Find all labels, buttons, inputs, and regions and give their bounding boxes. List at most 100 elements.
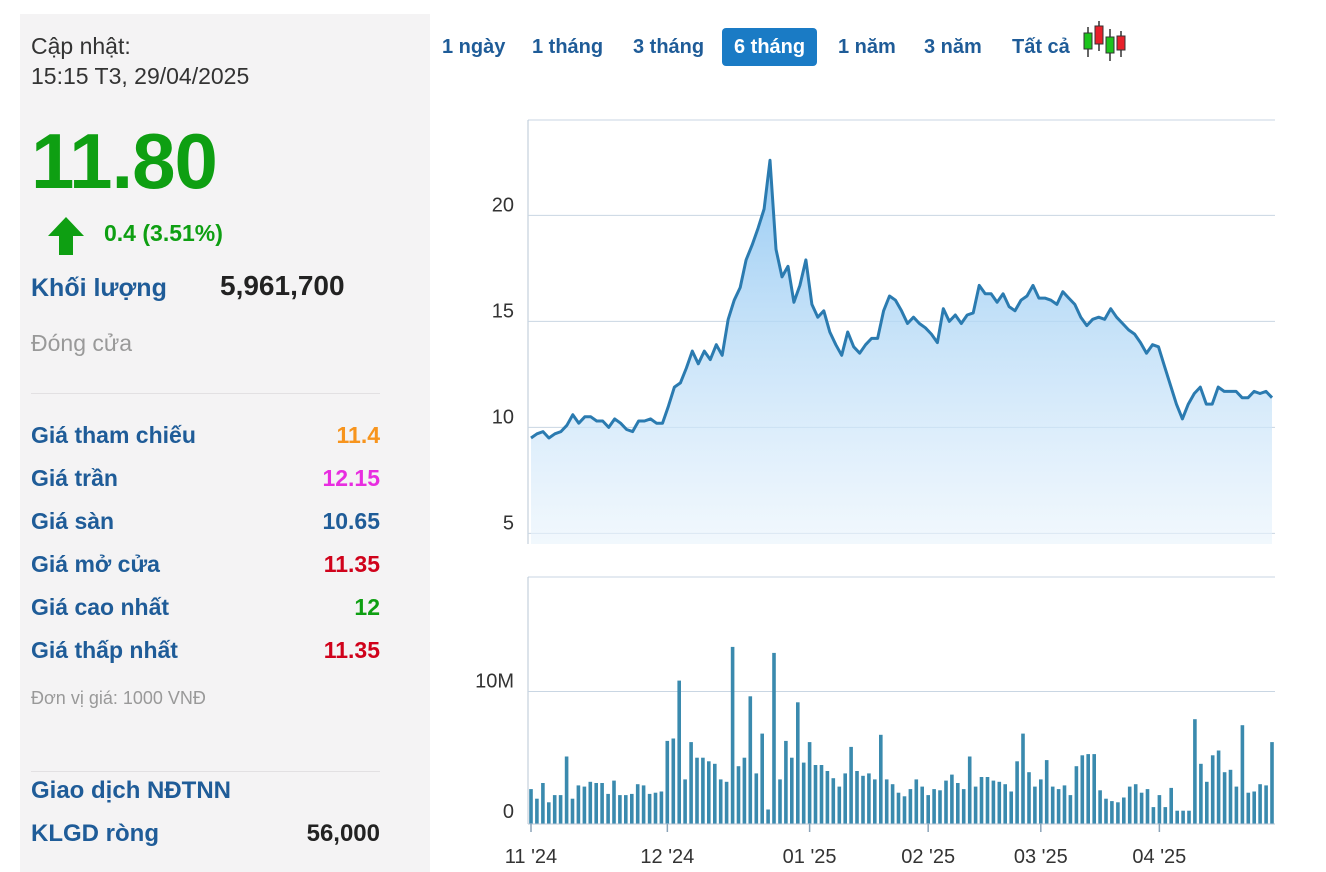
market-status: Đóng cửa [31, 330, 133, 356]
volume-value: 5,961,700 [220, 270, 345, 301]
volume-bar [683, 779, 687, 824]
volume-bar [695, 757, 699, 824]
volume-bar [552, 795, 557, 824]
volume-bar [784, 740, 788, 824]
volume-bar [1234, 786, 1239, 824]
price-line [530, 158, 1274, 440]
volume-bar [641, 785, 646, 824]
volume-bar [956, 783, 960, 824]
volume-bar [529, 789, 533, 824]
volume-bar [724, 781, 729, 824]
volume-bar [1145, 789, 1150, 824]
tab-period[interactable]: 6 tháng [722, 28, 818, 66]
volume-bar [855, 771, 859, 824]
volume-bar [635, 784, 640, 824]
volume-bar [630, 793, 634, 824]
volume-bar [618, 795, 622, 824]
volume-bar [665, 740, 670, 824]
volume-bar [1187, 810, 1191, 824]
volume-bar [1015, 761, 1019, 824]
volume-bar [902, 796, 907, 824]
volume-bar [831, 778, 836, 824]
volume-bar [991, 780, 996, 824]
price-row-label: Giá mở cửa [31, 551, 160, 577]
volume-bar [1199, 763, 1203, 824]
price-row: Giá cao nhất 12 [31, 594, 380, 624]
divider [31, 393, 380, 394]
volume-bar [884, 779, 889, 824]
volume-bar [796, 702, 800, 824]
price-row-value: 10.65 [322, 508, 380, 534]
updated-time: 15:15 T3, 29/04/2025 [31, 63, 250, 89]
volume-bar [653, 792, 658, 824]
tab-period[interactable]: 1 ngày [442, 36, 506, 58]
price-row: Giá trần 12.15 [31, 465, 380, 495]
volume-bar [647, 793, 652, 824]
volume-bar [659, 791, 664, 824]
volume-bar [1127, 786, 1132, 824]
volume-bar [772, 652, 776, 824]
volume-bar [950, 774, 954, 824]
volume-bar [576, 785, 581, 824]
volume-bar [1246, 792, 1251, 824]
volume-bar [677, 680, 681, 824]
price-row-value: 11.35 [323, 551, 380, 577]
price-row-label: Giá trần [31, 465, 118, 491]
volume-bar [1110, 801, 1114, 824]
volume-bar [1056, 789, 1061, 824]
volume-bar [588, 781, 593, 824]
arrow-up-icon [48, 217, 84, 255]
price-row-value: 11.35 [323, 637, 380, 663]
stock-chart[interactable]: 5 10 15 20 0 10M 11 '24 12 '24 01 '25 02 '25 03 … [430, 100, 1310, 872]
volume-label: Khối lượng [31, 274, 167, 302]
tab-period[interactable]: Tất cả [1012, 36, 1070, 58]
price-row-label: Giá sàn [31, 508, 115, 534]
updated-label: Cập nhật: [31, 33, 131, 59]
volume-bar [813, 765, 818, 824]
volume-bar [1139, 792, 1144, 824]
volume-bar [1193, 719, 1197, 824]
volume-bar [1205, 781, 1209, 824]
tab-period[interactable]: 1 tháng [532, 36, 604, 58]
volume-bar [807, 742, 812, 824]
volume-bar [1258, 784, 1262, 824]
volume-bar [867, 773, 871, 824]
volume-bar [1068, 795, 1073, 824]
candlestick-chart-icon[interactable] [1083, 21, 1127, 63]
volume-bar [671, 738, 676, 824]
volume-bar [985, 777, 990, 824]
volume-bar [736, 766, 741, 824]
volume-bar [914, 779, 919, 824]
volume-bar [1104, 798, 1108, 824]
volume-bar [564, 756, 569, 824]
volume-bar [730, 646, 735, 824]
tab-period[interactable]: 3 tháng [633, 36, 705, 58]
info-panel [20, 14, 430, 872]
tab-period[interactable]: 1 năm [838, 36, 896, 58]
volume-bar [1092, 754, 1096, 824]
volume-bar [1222, 772, 1227, 824]
price-row-value: 12.15 [322, 465, 380, 491]
price-row-label: Giá cao nhất [31, 594, 170, 620]
price-row: Giá thấp nhất 11.35 [31, 637, 380, 667]
volume-bar [1086, 754, 1090, 824]
x-tick-label: 04 '25 [1132, 846, 1186, 868]
volume-bar [558, 795, 563, 824]
volume-bar [1122, 797, 1126, 824]
volume-bar [547, 802, 551, 824]
price-row-label: Giá tham chiếu [31, 422, 196, 448]
x-tick-label: 12 '24 [640, 846, 694, 868]
volume-bar [778, 779, 782, 824]
volume-bar [701, 757, 705, 824]
volume-bar [1151, 807, 1156, 824]
volume-bar [843, 773, 847, 824]
price-change: 0.4 (3.51%) [104, 220, 223, 246]
volume-bar [973, 786, 978, 824]
price-row-value: 12 [354, 594, 380, 620]
volume-bar [1169, 787, 1173, 824]
tab-period[interactable]: 3 năm [924, 36, 982, 58]
x-tick-label: 03 '25 [1014, 846, 1068, 868]
volume-bar [612, 780, 616, 824]
volume-y-tick: 10M [475, 670, 514, 692]
volume-bar [890, 784, 895, 824]
